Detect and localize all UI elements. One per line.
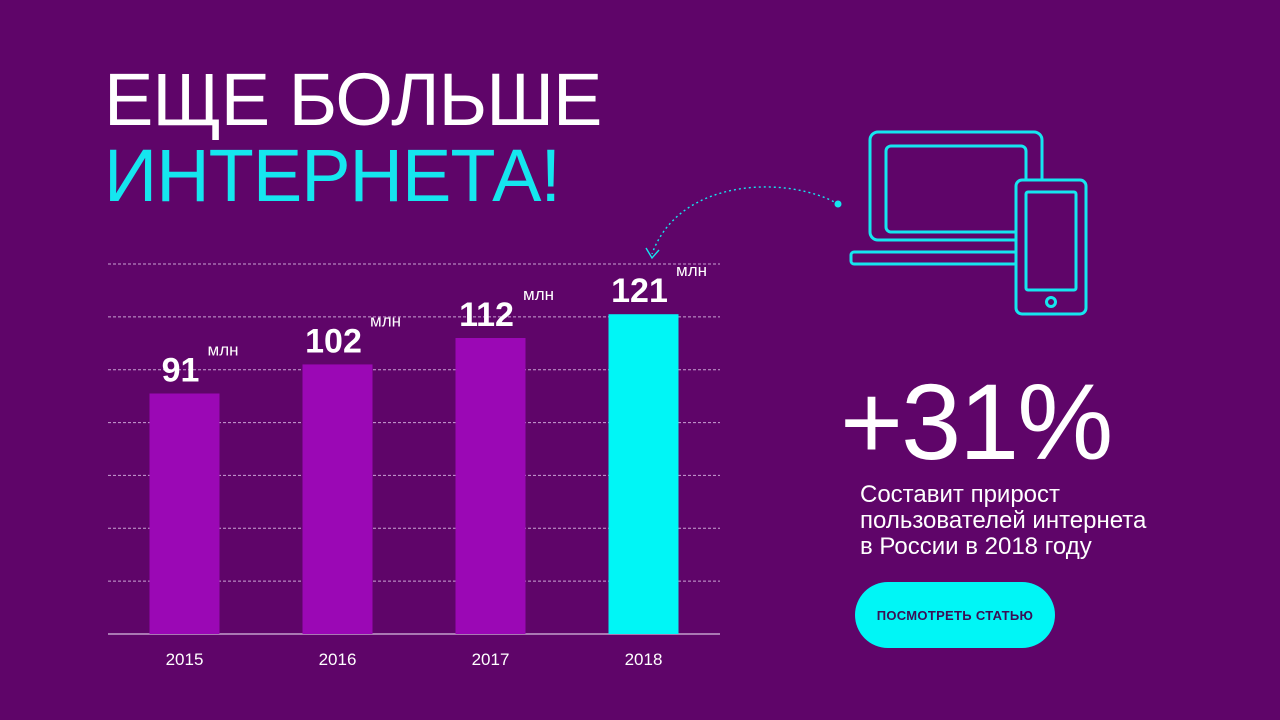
bar	[455, 338, 526, 634]
view-article-button[interactable]: ПОСМОТРЕТЬ СТАТЬЮ	[855, 582, 1055, 648]
unit-label: млн	[676, 261, 707, 280]
headline: ЕЩЕ БОЛЬШЕ ИНТЕРНЕТА!	[104, 58, 602, 217]
data-label: 112	[459, 296, 514, 334]
growth-caption: Составит прирост пользователей интернета…	[860, 482, 1240, 560]
bar	[608, 314, 679, 634]
unit-label: млн	[370, 311, 401, 330]
headline-line-1: ЕЩЕ БОЛЬШЕ	[104, 58, 602, 141]
bar	[149, 393, 220, 634]
dotted-arrow-icon	[645, 186, 842, 260]
caption-line: пользователей интернета	[860, 507, 1147, 534]
x-tick-label: 2015	[166, 650, 204, 669]
headline-line-2: ИНТЕРНЕТА!	[104, 134, 561, 217]
caption-line: в России в 2018 году	[860, 533, 1092, 560]
x-tick-label: 2018	[625, 650, 663, 669]
data-label: 91	[162, 352, 200, 390]
data-label: 102	[305, 322, 362, 360]
bar-chart: 91 млн 2015 102 млн 2016 112 млн 2017 121 млн 2018	[108, 261, 720, 669]
caption-line: Составит прирост	[860, 481, 1061, 508]
x-tick-label: 2016	[319, 650, 357, 669]
growth-percentage: +31%	[840, 361, 1113, 482]
unit-label: млн	[523, 285, 554, 304]
unit-label: млн	[208, 341, 239, 360]
bar	[302, 364, 373, 634]
laptop-phone-icon	[849, 130, 1088, 316]
data-label: 121	[611, 272, 668, 310]
x-tick-label: 2017	[472, 650, 510, 669]
